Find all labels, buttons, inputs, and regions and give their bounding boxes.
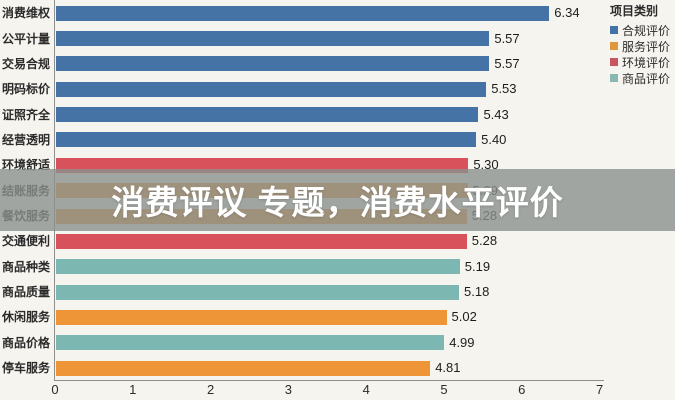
legend-label: 环境评价 bbox=[622, 55, 671, 70]
value-label: 5.53 bbox=[491, 81, 517, 97]
bar bbox=[56, 56, 490, 72]
x-tick-label: 0 bbox=[51, 382, 59, 397]
value-label: 5.30 bbox=[473, 157, 499, 173]
value-label: 5.57 bbox=[494, 30, 520, 46]
value-label: 4.81 bbox=[435, 360, 461, 376]
category-label: 环境舒适 bbox=[1, 158, 50, 173]
bar bbox=[56, 309, 447, 325]
bar bbox=[56, 335, 445, 351]
value-label: 5.19 bbox=[464, 258, 491, 274]
value-label: 5.28 bbox=[471, 233, 498, 249]
value-label: 5.43 bbox=[483, 106, 509, 122]
x-tick-label: 4 bbox=[362, 382, 370, 397]
bar bbox=[56, 259, 460, 275]
x-tick-label: 1 bbox=[129, 382, 137, 397]
legend-item: 合规评价 bbox=[610, 22, 674, 38]
category-label: 证照齐全 bbox=[1, 107, 50, 122]
bar bbox=[56, 132, 477, 148]
legend-swatch bbox=[610, 58, 618, 66]
bar bbox=[56, 107, 479, 123]
category-label: 明码标价 bbox=[1, 82, 50, 97]
category-label: 停车服务 bbox=[1, 361, 50, 376]
bar bbox=[56, 81, 487, 97]
legend-item: 商品评价 bbox=[610, 70, 674, 86]
bar bbox=[56, 360, 431, 376]
value-label: 5.18 bbox=[464, 284, 490, 300]
x-axis-line bbox=[54, 380, 604, 381]
x-tick-label: 2 bbox=[206, 382, 215, 397]
legend-title: 项目类别 bbox=[610, 4, 659, 18]
x-tick-label: 6 bbox=[518, 382, 526, 397]
bar bbox=[56, 31, 490, 47]
legend-label: 合规评价 bbox=[622, 23, 671, 38]
legend: 项目类别 合规评价 服务评价 环境评价 商品评价 bbox=[610, 2, 674, 86]
category-label: 商品质量 bbox=[1, 285, 50, 300]
watermark-band: 消费评议 专题，消费水平评价 bbox=[0, 169, 675, 231]
legend-label: 服务评价 bbox=[622, 39, 671, 54]
legend-swatch bbox=[610, 26, 618, 34]
category-label: 商品价格 bbox=[1, 335, 50, 350]
legend-item: 环境评价 bbox=[610, 54, 674, 70]
bar bbox=[56, 233, 467, 249]
x-tick-label: 7 bbox=[595, 382, 604, 397]
legend-label: 商品评价 bbox=[622, 71, 671, 86]
category-label: 商品种类 bbox=[1, 259, 50, 274]
bar bbox=[56, 284, 459, 300]
category-label: 交易合规 bbox=[1, 56, 50, 71]
value-label: 5.02 bbox=[451, 309, 477, 325]
category-label: 经营透明 bbox=[1, 132, 50, 147]
legend-item: 服务评价 bbox=[610, 38, 674, 54]
value-label: 4.99 bbox=[449, 334, 475, 350]
legend-swatch bbox=[610, 74, 618, 82]
category-label: 消费维权 bbox=[1, 6, 50, 21]
legend-swatch bbox=[610, 42, 618, 50]
bar bbox=[56, 5, 550, 21]
category-label: 交通便利 bbox=[1, 234, 50, 249]
category-label: 公平计量 bbox=[1, 31, 50, 46]
value-label: 5.57 bbox=[494, 55, 520, 71]
category-label: 休闲服务 bbox=[1, 310, 50, 325]
x-tick-label: 3 bbox=[284, 382, 292, 397]
value-label: 6.34 bbox=[554, 5, 580, 21]
x-tick-label: 5 bbox=[440, 382, 448, 397]
watermark-text: 消费评议 专题，消费水平评价 bbox=[111, 184, 564, 221]
value-label: 5.40 bbox=[481, 131, 507, 147]
